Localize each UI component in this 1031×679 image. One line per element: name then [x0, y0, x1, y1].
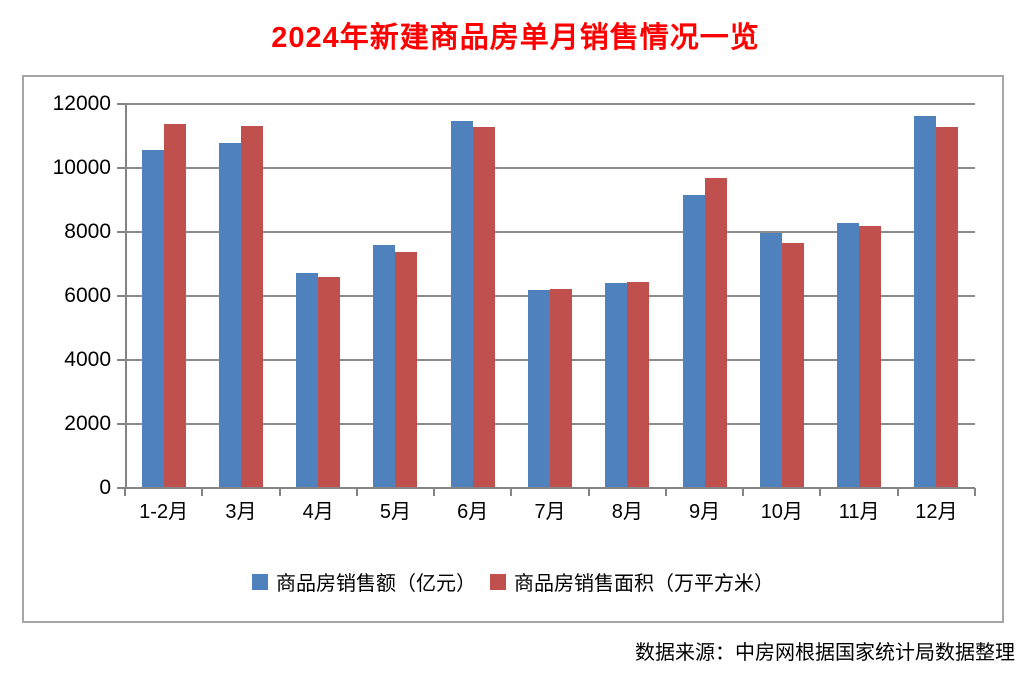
bar-sales-area-1-2月 — [163, 124, 186, 488]
legend-item-sales-amount: 商品房销售额（亿元） — [252, 567, 476, 596]
bar-sales-area-9月 — [704, 178, 727, 488]
bar-sales-area-7月 — [550, 288, 572, 488]
legend-label-sales-amount: 商品房销售额（亿元） — [276, 573, 476, 595]
legend-label-sales-area: 商品房销售面积（万平方米） — [514, 573, 774, 595]
bar-sales-amount-6月 — [450, 121, 473, 488]
bar-sales-amount-1-2月 — [141, 149, 164, 488]
bar-sales-area-10月 — [781, 243, 804, 488]
x-tick-mark — [201, 488, 204, 496]
legend-swatch-blue-icon — [252, 573, 268, 590]
bar-sales-amount-4月 — [296, 273, 319, 488]
x-axis-label: 11月 — [838, 501, 880, 523]
bar-sales-area-8月 — [627, 281, 650, 488]
legend-swatch-red-icon — [490, 573, 506, 590]
x-axis-label: 12月 — [915, 501, 958, 523]
x-axis-label: 6月 — [457, 501, 489, 523]
x-axis-label: 1-2月 — [139, 501, 189, 523]
bar-sales-area-3月 — [240, 126, 263, 488]
y-tick-mark — [117, 167, 126, 169]
y-axis-label: 0 — [99, 476, 111, 499]
gridline-8000 — [125, 231, 975, 233]
y-tick-mark — [117, 231, 126, 233]
x-axis-label: 9月 — [688, 501, 721, 523]
chart-title: 2024年新建商品房单月销售情况一览 — [271, 22, 760, 54]
x-axis-label: 8月 — [611, 501, 643, 523]
y-tick-mark — [117, 487, 126, 489]
y-axis-label: 2000 — [64, 412, 111, 435]
x-axis-label: 10月 — [760, 501, 803, 523]
bar-sales-amount-12月 — [914, 116, 937, 488]
y-tick-mark — [117, 423, 126, 425]
legend: 商品房销售额（亿元） 商品房销售面积（万平方米） — [24, 567, 1002, 596]
x-axis-label: 5月 — [379, 501, 412, 523]
y-axis-label: 6000 — [64, 284, 111, 307]
x-axis-label: 7月 — [534, 501, 566, 523]
y-axis-label: 4000 — [64, 348, 111, 371]
bar-sales-amount-5月 — [373, 244, 396, 488]
x-axis-label: 4月 — [302, 501, 334, 523]
y-axis-label: 8000 — [64, 220, 111, 243]
gridline-10000 — [125, 167, 975, 169]
x-tick-mark — [896, 488, 899, 496]
x-tick-mark — [974, 488, 976, 496]
x-tick-mark — [433, 488, 436, 496]
x-tick-mark — [742, 488, 745, 496]
chart-frame: 0 2000 4000 6000 8000 10000 12000 1-2月 3月 4月 5月 6月 7… — [22, 75, 1004, 623]
data-source-note: 数据来源：中房网根据国家统计局数据整理 — [635, 642, 1015, 664]
bar-sales-area-11月 — [859, 225, 882, 488]
bar-sales-area-6月 — [472, 127, 495, 488]
x-axis-label: 3月 — [225, 501, 257, 523]
x-tick-mark — [278, 488, 281, 496]
bar-sales-area-12月 — [936, 127, 959, 488]
bar-sales-area-5月 — [395, 251, 418, 488]
y-axis-label: 12000 — [52, 92, 111, 115]
bar-sales-amount-7月 — [528, 289, 550, 488]
bar-sales-amount-10月 — [759, 232, 782, 488]
gridline-12000 — [125, 103, 975, 105]
bar-sales-amount-3月 — [218, 142, 241, 488]
bar-sales-amount-11月 — [837, 223, 860, 488]
y-tick-mark — [117, 359, 126, 361]
x-tick-mark — [124, 488, 126, 496]
bar-sales-amount-9月 — [682, 194, 705, 488]
y-axis-label: 10000 — [52, 156, 111, 179]
y-axis-line — [125, 104, 127, 488]
x-axis-line — [125, 487, 975, 489]
x-tick-mark — [819, 488, 822, 496]
y-tick-mark — [117, 295, 126, 297]
x-tick-mark — [355, 488, 358, 496]
x-tick-mark — [664, 488, 667, 496]
legend-item-sales-area: 商品房销售面积（万平方米） — [490, 567, 774, 596]
bar-sales-amount-8月 — [605, 283, 628, 488]
y-tick-mark — [117, 103, 126, 105]
x-tick-mark — [587, 488, 590, 496]
bar-sales-area-4月 — [318, 277, 341, 488]
x-tick-mark — [510, 488, 513, 496]
